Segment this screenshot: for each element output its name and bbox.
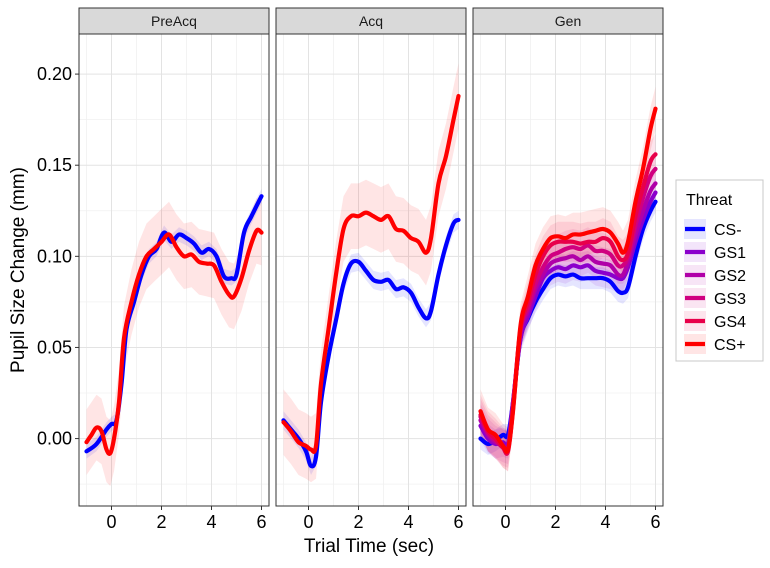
- x-tick-label: 4: [600, 512, 610, 532]
- facet-label: PreAcq: [151, 13, 197, 29]
- panel-border: [472, 33, 664, 507]
- plot-background: [276, 34, 466, 506]
- y-tick-label: 0.15: [37, 155, 72, 175]
- panel-border: [78, 33, 270, 507]
- legend: Threat CS- GS1 GS2 GS3 GS4 CS+: [675, 179, 764, 362]
- legend-label: CS-: [714, 222, 742, 239]
- facet-strip: [472, 7, 664, 35]
- legend-label: GS2: [714, 268, 746, 285]
- axes-layer: 0 2 4 6 0 2 4 6 0 2 4 6 0.00 0.05 0.10 0.15 0.20: [37, 64, 661, 532]
- facet-strip: [78, 7, 270, 35]
- x-tick-label: 4: [206, 512, 216, 532]
- x-tick-label: 2: [353, 512, 363, 532]
- panel-gen: Gen: [472, 7, 664, 507]
- series-line-csplus: [84, 227, 264, 456]
- facet-label: Acq: [359, 13, 383, 29]
- y-tick-label: 0.00: [37, 429, 72, 449]
- legend-label: GS4: [714, 314, 746, 331]
- series-line-csplus: [281, 93, 461, 454]
- panel-acq: Acq: [275, 7, 467, 507]
- legend-label: GS3: [714, 291, 746, 308]
- panel-preacq: PreAcq: [78, 7, 270, 507]
- y-tick-label: 0.20: [37, 64, 72, 84]
- legend-item: GS4: [684, 311, 746, 331]
- series-line-csplus: [478, 106, 658, 454]
- legend-label: GS1: [714, 245, 746, 262]
- y-axis-label: Pupil Size Change (mm): [8, 167, 29, 373]
- ci-band-csplus: [480, 86, 656, 472]
- legend-title: Threat: [686, 192, 733, 209]
- x-tick-label: 2: [156, 512, 166, 532]
- legend-item: GS3: [684, 288, 746, 308]
- ci-band-gs1: [480, 178, 656, 459]
- legend-label: CS+: [714, 337, 746, 354]
- x-tick-label: 6: [650, 512, 660, 532]
- legend-item: CS-: [684, 219, 742, 239]
- legend-item: GS1: [684, 242, 746, 262]
- x-tick-label: 6: [453, 512, 463, 532]
- x-tick-label: 4: [403, 512, 413, 532]
- x-tick-label: 2: [550, 512, 560, 532]
- ci-band-csminus: [283, 210, 459, 476]
- panels-layer: PreAcq Acq Gen: [78, 7, 664, 507]
- legend-box: [675, 179, 764, 362]
- ci-band-csminus: [480, 190, 656, 455]
- x-tick-label: 0: [106, 512, 116, 532]
- legend-items: CS- GS1 GS2 GS3 GS4 CS+: [684, 219, 746, 354]
- series-line-csminus: [281, 217, 461, 469]
- legend-item: GS2: [684, 265, 746, 285]
- panel-border: [275, 33, 467, 507]
- facet-label: Gen: [555, 13, 581, 29]
- ci-band-gs2: [480, 167, 656, 465]
- y-tick-label: 0.10: [37, 246, 72, 266]
- x-tick-label: 0: [303, 512, 313, 532]
- legend-item: CS+: [684, 334, 746, 354]
- y-tick-label: 0.05: [37, 337, 72, 357]
- x-tick-label: 0: [500, 512, 510, 532]
- x-tick-label: 6: [256, 512, 266, 532]
- x-axis-label: Trial Time (sec): [304, 536, 434, 557]
